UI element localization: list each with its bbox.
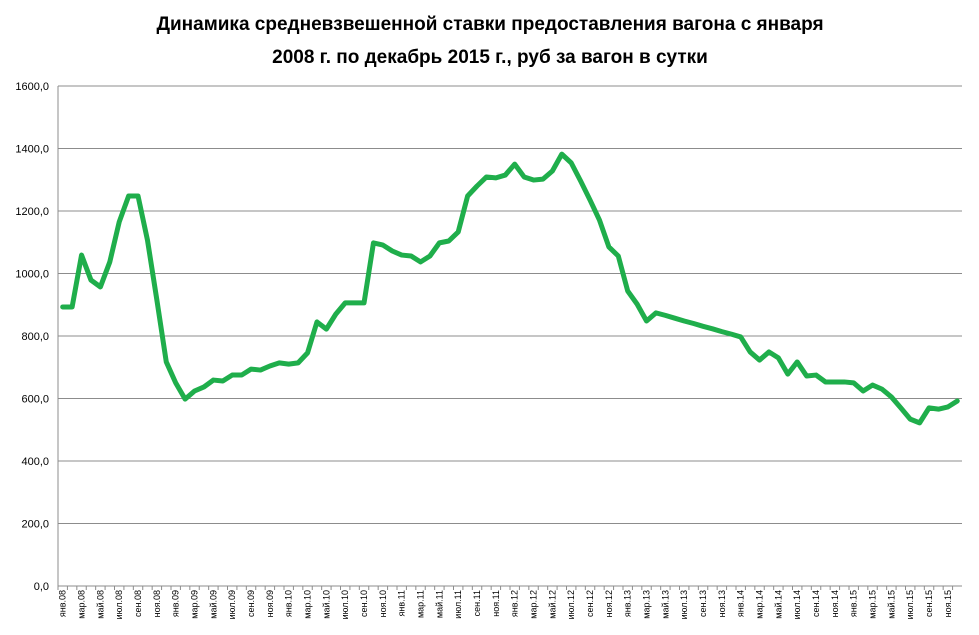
x-tick-label: янв.12: [510, 590, 520, 617]
x-tick-label: ноя.15: [943, 590, 953, 617]
x-tick-label: янв.14: [736, 590, 746, 617]
x-tick-label: май.10: [321, 590, 331, 619]
x-tick-label: сен.11: [472, 590, 482, 616]
y-tick-label: 1000,0: [15, 269, 49, 281]
y-tick-label: 1600,0: [15, 81, 49, 93]
x-tick-label: май.14: [773, 590, 783, 619]
x-tick-label: май.08: [95, 590, 105, 619]
x-tick-label: ноя.11: [491, 590, 501, 617]
x-tick-label: мар.12: [529, 590, 539, 619]
y-tick-label: 1400,0: [15, 144, 49, 156]
x-tick-label: янв.09: [171, 590, 181, 617]
data-line: [60, 151, 960, 426]
x-tick-label: мар.08: [77, 590, 87, 619]
x-tick-label: июл.09: [227, 590, 237, 619]
x-tick-label: ноя.09: [265, 590, 275, 617]
x-tick-label: ноя.08: [152, 590, 162, 617]
x-tick-label: янв.10: [284, 590, 294, 617]
x-tick-label: сен.10: [359, 590, 369, 617]
y-tick-label: 0,0: [34, 581, 49, 593]
x-tick-label: июл.13: [679, 590, 689, 619]
x-tick-label: июл.11: [453, 590, 463, 619]
y-tick-label: 800,0: [21, 331, 49, 343]
x-tick-label: сен.09: [246, 590, 256, 617]
x-tick-label: май.15: [886, 590, 896, 619]
x-tick-label: ноя.10: [378, 590, 388, 617]
y-tick-label: 400,0: [21, 456, 49, 468]
chart-title: 2008 г. по декабрь 2015 г., руб за вагон…: [272, 47, 708, 68]
y-tick-label: 1200,0: [15, 206, 49, 218]
x-tick-label: мар.15: [868, 590, 878, 619]
x-tick-label: янв.08: [58, 590, 68, 617]
x-tick-label: сен.15: [924, 590, 934, 617]
x-tick-label: май.12: [547, 590, 557, 619]
x-tick-label: мар.09: [190, 590, 200, 619]
x-tick-label: июл.10: [340, 590, 350, 619]
x-tick-label: июл.14: [792, 590, 802, 619]
x-tick-label: июл.08: [114, 590, 124, 619]
x-tick-label: мар.10: [303, 590, 313, 619]
x-tick-label: янв.13: [623, 590, 633, 617]
chart-title: Динамика средневзвешенной ставки предост…: [156, 14, 823, 35]
x-tick-label: мар.13: [642, 590, 652, 619]
x-tick-label: ноя.13: [717, 590, 727, 617]
x-tick-label: сен.08: [133, 590, 143, 617]
x-tick-label: май.13: [660, 590, 670, 619]
x-tick-label: янв.15: [849, 590, 859, 617]
x-tick-label: май.09: [208, 590, 218, 619]
x-tick-label: ноя.12: [604, 590, 614, 617]
x-tick-label: мар.14: [755, 590, 765, 619]
x-tick-label: сен.13: [698, 590, 708, 617]
x-tick-label: мар.11: [416, 590, 426, 618]
y-tick-label: 600,0: [21, 394, 49, 406]
x-tick-label: май.11: [434, 590, 444, 618]
x-tick-label: ноя.14: [830, 590, 840, 617]
x-tick-label: июл.15: [905, 590, 915, 619]
y-tick-label: 200,0: [21, 519, 49, 531]
x-tick-label: июл.12: [566, 590, 576, 619]
x-tick-label: сен.14: [811, 590, 821, 617]
x-tick-label: янв.11: [397, 590, 407, 616]
x-tick-label: сен.12: [585, 590, 595, 617]
